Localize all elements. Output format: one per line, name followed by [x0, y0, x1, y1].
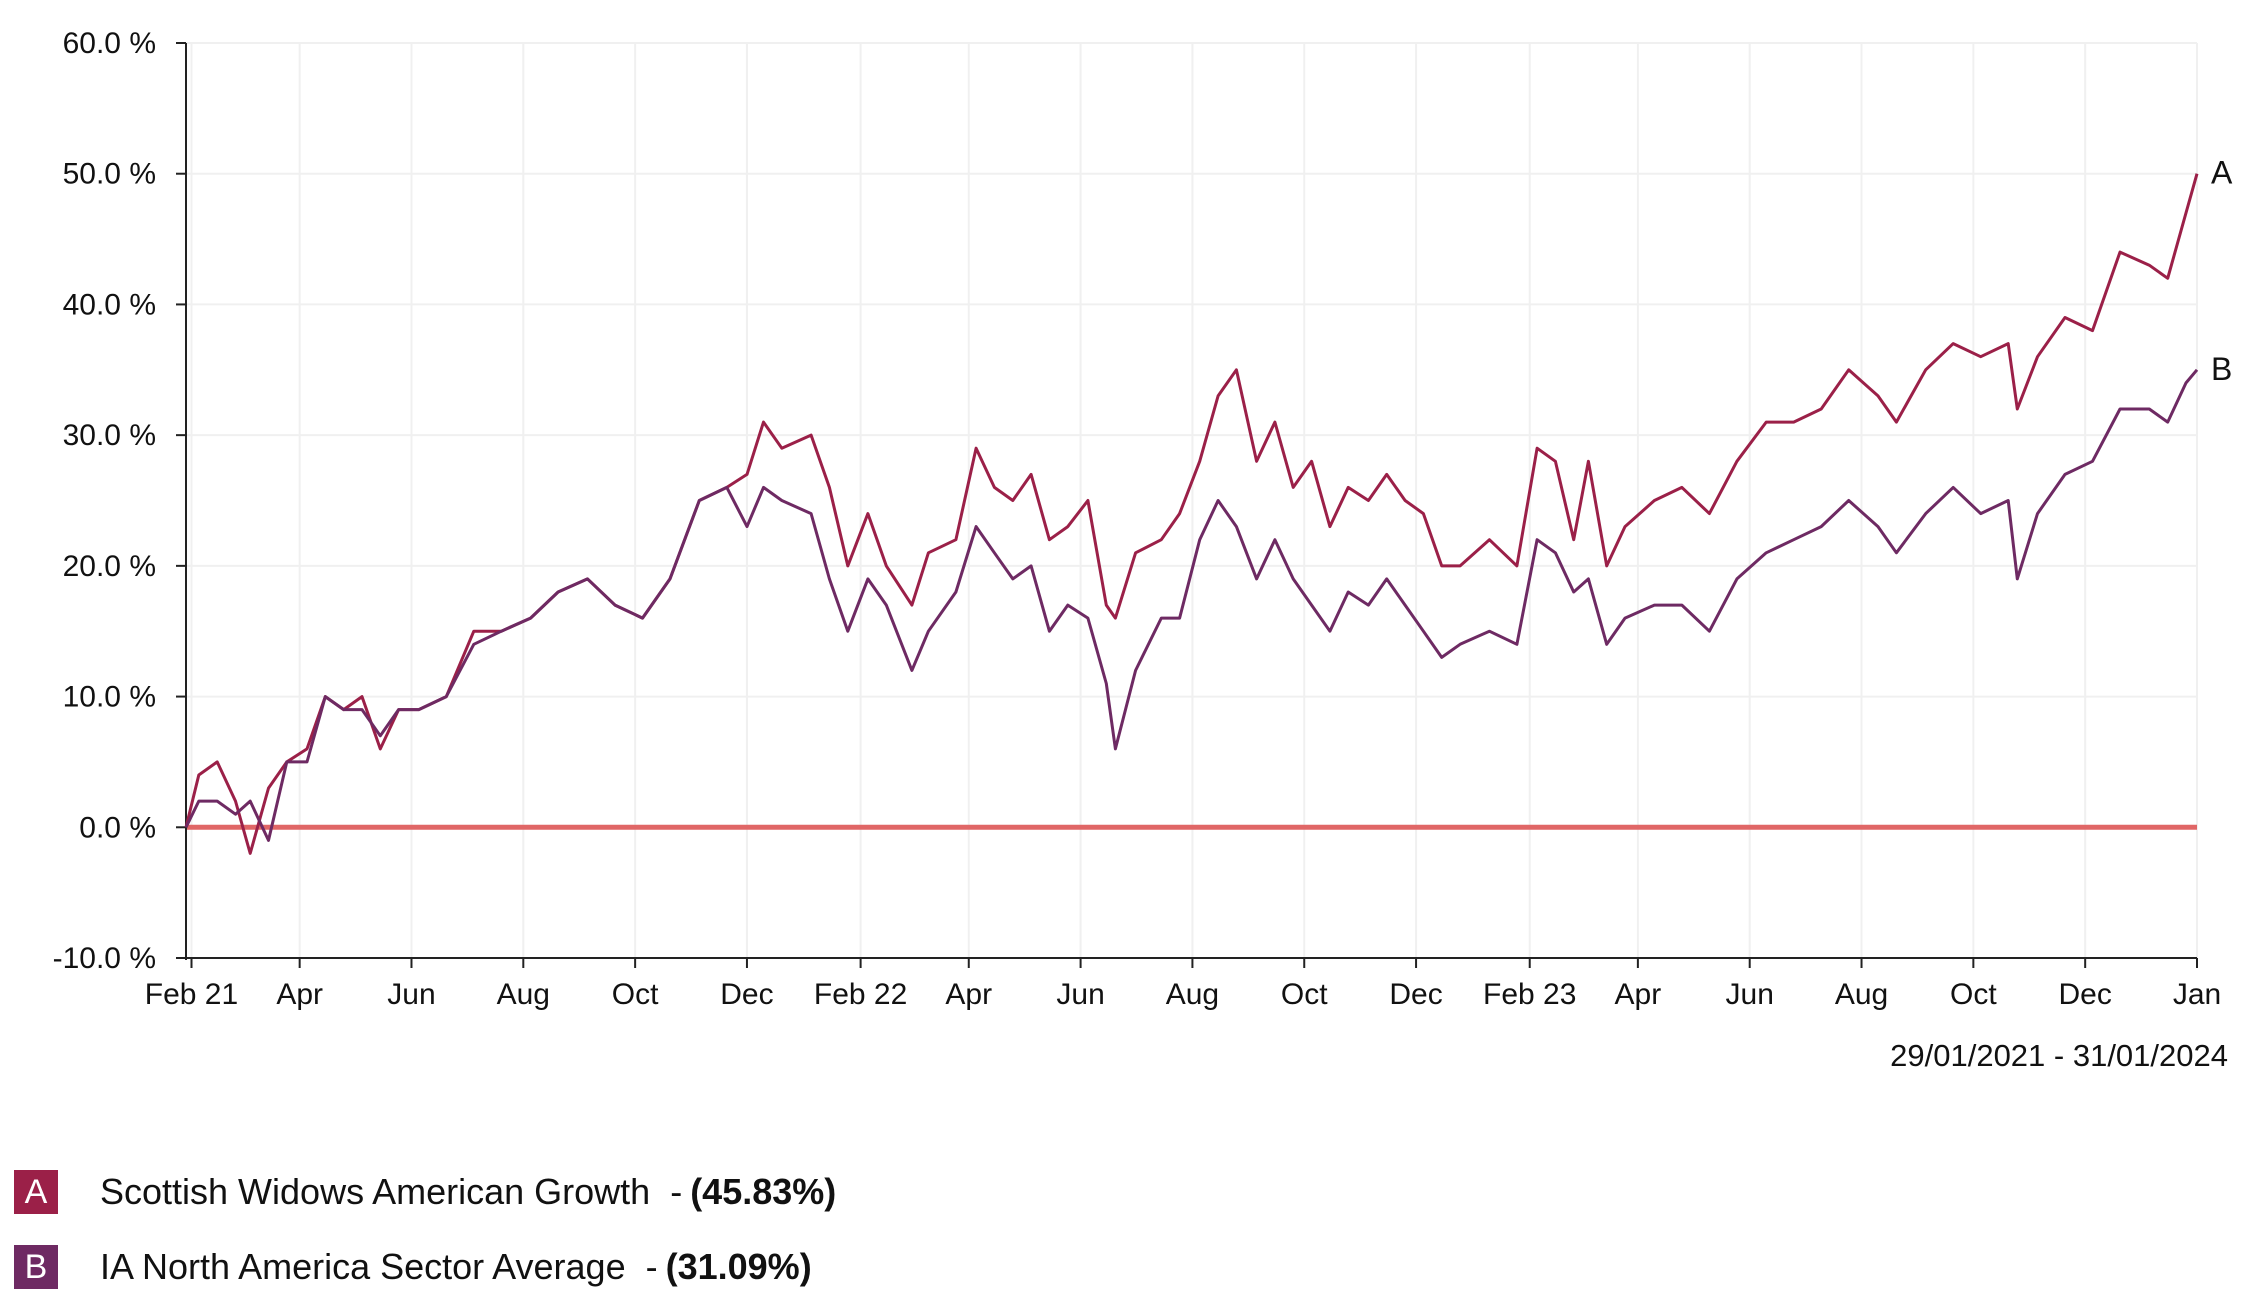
- x-tick-label: Apr: [945, 978, 992, 1011]
- x-tick-label: Oct: [1281, 978, 1328, 1011]
- y-tick-label: -10.0 %: [53, 942, 156, 975]
- series-line-a: [184, 173, 2199, 855]
- y-tick-labels: -10.0 % 0.0 % 10.0 % 20.0 % 30.0 % 40.0 % 50.0…: [53, 27, 156, 975]
- series-lines: [184, 173, 2199, 855]
- x-tick-label: Feb 23: [1483, 978, 1576, 1011]
- x-tick-label: Oct: [1950, 978, 1997, 1011]
- y-tick-label: 30.0 %: [63, 419, 156, 452]
- legend-item-b: B IA North America Sector Average - (31.0…: [14, 1245, 812, 1289]
- y-tick-label: 40.0 %: [63, 288, 156, 321]
- x-tick-label: Apr: [1615, 978, 1662, 1011]
- legend-value-a: (45.83%): [690, 1171, 837, 1212]
- y-tick-label: 0.0 %: [79, 811, 156, 844]
- gridlines: [186, 42, 2198, 959]
- x-tick-label: Dec: [2058, 978, 2111, 1011]
- y-tick-label: 50.0 %: [63, 158, 156, 191]
- y-tick-label: 60.0 %: [63, 27, 156, 60]
- x-tick-label: Oct: [612, 978, 659, 1011]
- x-tick-label: Dec: [1389, 978, 1442, 1011]
- y-tick-label: 20.0 %: [63, 550, 156, 583]
- legend-label-b: IA North America Sector Average: [100, 1246, 626, 1287]
- x-tick-label: Jun: [387, 978, 435, 1011]
- x-tick-label: Jun: [1726, 978, 1774, 1011]
- x-tick-label: Aug: [1835, 978, 1888, 1011]
- x-tick-label: Feb 21: [145, 978, 238, 1011]
- legend-value-b: (31.09%): [665, 1246, 812, 1287]
- x-tick-label: Jan: [2173, 978, 2221, 1011]
- series-end-labels: AB: [2211, 155, 2233, 387]
- x-tick-label: Jun: [1056, 978, 1104, 1011]
- x-tick-labels: Feb 21 Apr Jun Aug Oct Dec Feb 22 Apr Jun Aug Oct D…: [145, 978, 2221, 1011]
- end-label-a: A: [2211, 155, 2233, 191]
- end-label-b: B: [2211, 351, 2232, 387]
- x-tick-label: Aug: [497, 978, 550, 1011]
- legend-marker-a: A: [14, 1170, 58, 1214]
- x-tick-label: Aug: [1166, 978, 1219, 1011]
- x-tick-label: Feb 22: [814, 978, 907, 1011]
- legend-item-a: A Scottish Widows American Growth - (45.8…: [14, 1170, 836, 1214]
- legend-marker-b: B: [14, 1245, 58, 1289]
- legend-label-a: Scottish Widows American Growth: [100, 1171, 651, 1212]
- series-line-b: [184, 368, 2199, 842]
- x-tick-label: Apr: [276, 978, 323, 1011]
- date-range-label: 29/01/2021 - 31/01/2024: [1890, 1038, 2228, 1073]
- x-tick-label: Dec: [720, 978, 773, 1011]
- y-tick-label: 10.0 %: [63, 681, 156, 714]
- axes: [176, 42, 2198, 968]
